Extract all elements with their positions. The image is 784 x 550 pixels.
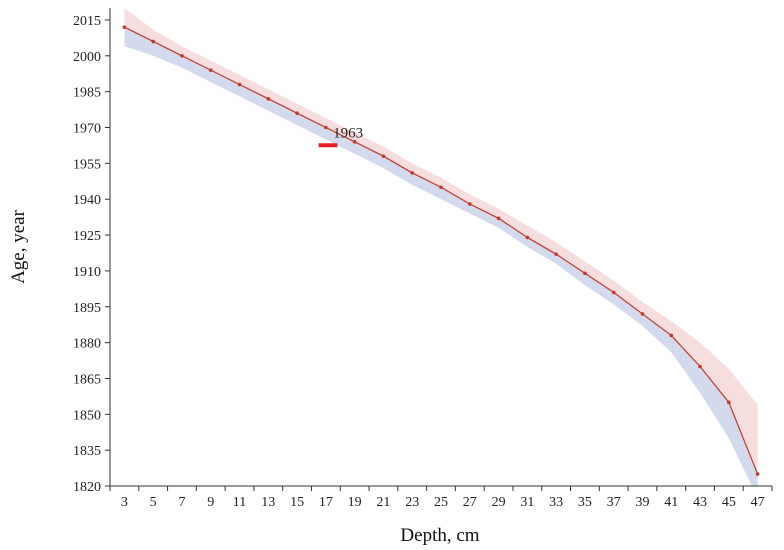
x-tick-label: 19 bbox=[348, 495, 362, 510]
y-axis-title: Age, year bbox=[8, 209, 29, 284]
age-point bbox=[698, 364, 702, 369]
x-tick-label: 17 bbox=[319, 495, 333, 510]
x-tick-label: 35 bbox=[578, 495, 592, 510]
x-tick-label: 15 bbox=[290, 495, 304, 510]
x-tick-label: 27 bbox=[463, 495, 477, 510]
y-tick-label: 1895 bbox=[73, 301, 101, 316]
x-tick-label: 31 bbox=[520, 495, 534, 510]
y-tick-label: 1910 bbox=[73, 265, 101, 280]
x-tick-label: 3 bbox=[121, 495, 128, 510]
age-point bbox=[439, 185, 443, 190]
lower-confidence-band bbox=[124, 27, 758, 486]
annotation-1963-label: 1963 bbox=[333, 125, 363, 141]
age-point bbox=[381, 154, 386, 158]
y-tick-label: 2000 bbox=[73, 50, 101, 65]
y-tick-label: 1925 bbox=[73, 229, 101, 244]
x-tick-label: 39 bbox=[635, 495, 649, 510]
confidence-bands bbox=[124, 8, 758, 486]
y-tick-label: 2015 bbox=[73, 14, 101, 29]
y-tick-label: 1970 bbox=[73, 122, 101, 137]
age-point bbox=[611, 290, 616, 295]
y-tick-label: 1850 bbox=[73, 408, 101, 423]
y-tick-label: 1955 bbox=[73, 157, 101, 172]
x-tick-label: 5 bbox=[150, 495, 157, 510]
age-point bbox=[525, 235, 530, 240]
x-axis-ticks: 3 5 7 9 11 13 15 17 19 21 23 25 27 29 31 33 35 37 39 41 43 45… bbox=[109, 486, 773, 510]
y-tick-label: 1820 bbox=[73, 480, 101, 495]
age-point bbox=[208, 68, 213, 72]
age-point bbox=[669, 333, 674, 338]
x-tick-label: 11 bbox=[233, 495, 246, 510]
y-tick-label: 1835 bbox=[73, 444, 101, 459]
y-tick-label: 1880 bbox=[73, 337, 101, 352]
y-tick-label: 1865 bbox=[73, 372, 101, 387]
age-series bbox=[122, 25, 760, 476]
x-tick-label: 43 bbox=[693, 495, 707, 510]
y-tick-label: 1985 bbox=[73, 86, 101, 101]
x-tick-label: 13 bbox=[261, 495, 275, 510]
x-tick-label: 25 bbox=[434, 495, 448, 510]
y-tick-label: 1940 bbox=[73, 193, 101, 208]
age-point bbox=[237, 82, 242, 87]
age-point bbox=[122, 25, 127, 29]
y-axis-ticks: 1820 1835 1850 1865 1880 1895 1910 1925 1940 1955… bbox=[73, 14, 110, 495]
x-tick-label: 45 bbox=[722, 495, 736, 510]
x-tick-label: 23 bbox=[405, 495, 419, 510]
x-tick-label: 9 bbox=[207, 495, 214, 510]
age-point bbox=[410, 171, 415, 175]
age-point bbox=[352, 140, 357, 144]
age-point bbox=[496, 216, 501, 221]
age-point bbox=[554, 252, 558, 256]
x-axis-title: Depth, cm bbox=[400, 525, 479, 546]
x-tick-label: 37 bbox=[607, 495, 621, 510]
age-point bbox=[151, 39, 155, 44]
age-point bbox=[755, 472, 760, 476]
age-point bbox=[467, 202, 472, 206]
age-point bbox=[266, 97, 271, 101]
age-point bbox=[640, 312, 645, 316]
x-tick-label: 33 bbox=[549, 495, 563, 510]
age-point bbox=[180, 54, 184, 58]
upper-confidence-band bbox=[124, 8, 758, 475]
age-point bbox=[295, 111, 299, 115]
x-tick-label: 7 bbox=[178, 495, 185, 510]
x-tick-label: 29 bbox=[492, 495, 506, 510]
age-point bbox=[727, 400, 731, 405]
age-point bbox=[583, 271, 587, 276]
x-tick-label: 47 bbox=[751, 495, 765, 510]
x-tick-label: 21 bbox=[376, 495, 390, 510]
x-tick-label: 41 bbox=[664, 495, 678, 510]
axes bbox=[109, 8, 772, 487]
age-line bbox=[124, 26, 759, 475]
age-point bbox=[324, 125, 328, 130]
